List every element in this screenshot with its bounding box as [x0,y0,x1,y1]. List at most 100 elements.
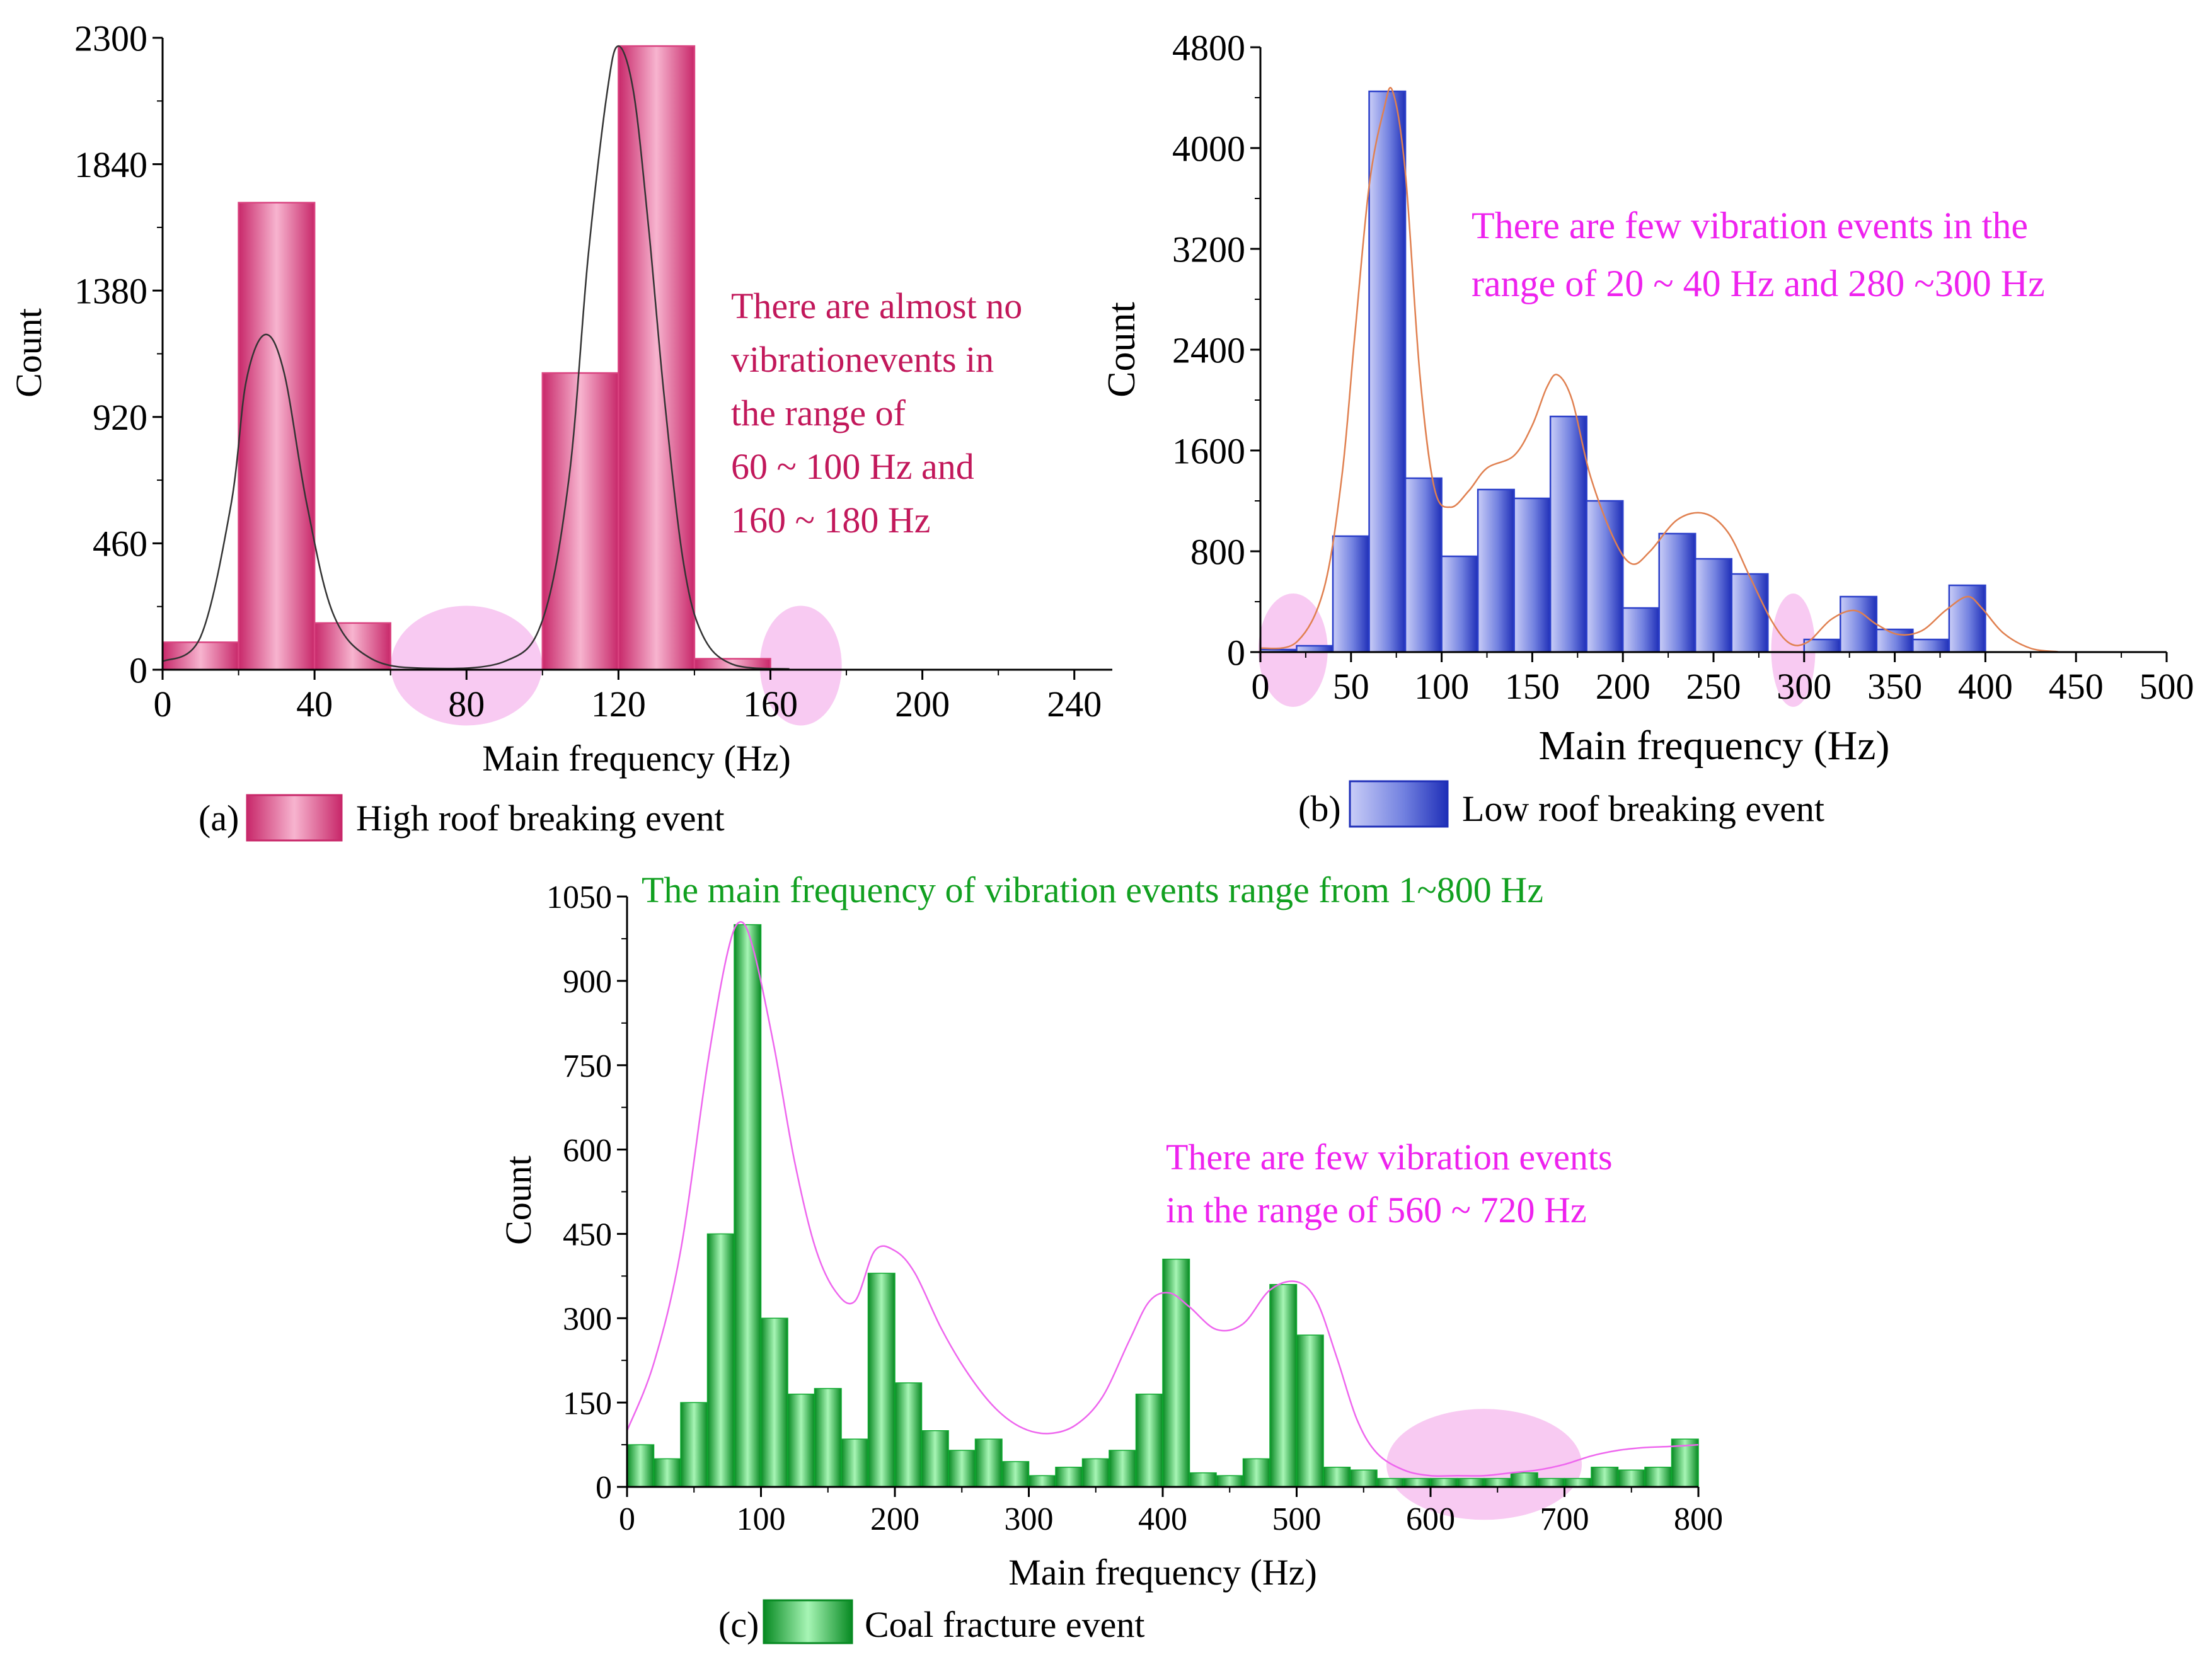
histogram-bar [680,1402,708,1488]
x-tick-label: 200 [895,684,950,725]
x-tick-label: 300 [1005,1501,1054,1537]
x-tick-label: 160 [743,684,798,725]
fit-curve [626,920,1699,1477]
x-axis-label: Main frequency (Hz) [1538,723,1889,769]
panel-label: (c) [718,1604,759,1645]
histogram-bar [653,1458,681,1488]
histogram-bar [706,1233,735,1488]
histogram-bar [1591,1467,1619,1488]
x-tick-label: 500 [2140,666,2194,707]
panel-a: 0 40 80 120 160 200 240 0 460 920 1380 1840 2300 Cou… [8,18,1112,842]
y-tick-label: 450 [563,1217,612,1253]
histogram-bar [1376,1477,1405,1488]
histogram-bar [787,1394,815,1488]
x-tick-label: 120 [591,684,646,725]
histogram-bar [1028,1475,1056,1488]
histogram-bar [1109,1450,1137,1488]
annotation-line-2: range of 20 ~ 40 Hz and 280 ~300 Hz [1472,263,2045,304]
x-tick-label: 0 [619,1501,635,1537]
annotation: There are almost no vibrationevents in t… [731,285,1022,541]
y-axis-label: Count [8,308,49,398]
histogram-bar [1349,1469,1378,1488]
histogram-bar [814,1388,842,1488]
y-tick-label: 800 [1190,531,1245,572]
y-tick-label: 920 [93,397,147,438]
legend-label: Coal fracture event [865,1604,1144,1645]
y-axis-label: Count [1100,302,1143,398]
x-tick-label: 50 [1333,666,1369,707]
x-tick-label: 0 [1252,666,1270,707]
x-tick-label: 0 [154,684,172,725]
y-tick-label: 1840 [74,144,147,185]
x-tick-label: 100 [1414,666,1469,707]
y-tick-label: 150 [563,1385,612,1421]
x-tick-label: 250 [1686,666,1741,707]
y-tick-label: 460 [93,524,147,565]
histogram-bar [1403,1477,1431,1488]
histogram-bar [1617,1469,1645,1488]
histogram-bar [1441,555,1479,653]
histogram-bar [1242,1458,1270,1488]
fit-curve [162,45,790,670]
x-tick-label: 200 [1596,666,1650,707]
histogram-bar [974,1438,1003,1488]
histogram-bar [1296,1334,1324,1488]
histogram-bar [1537,1477,1565,1488]
annotation: There are few vibration events in the ra… [1472,205,2045,304]
histogram-bar [760,1317,788,1488]
highlight-ellipse [1771,593,1816,707]
histogram-bar [541,372,619,671]
histogram-bar [1658,532,1696,653]
histogram-bar [626,1444,655,1488]
histogram-bar [1912,638,1950,653]
highlight-ellipse [1386,1409,1582,1520]
x-tick-label: 450 [2049,666,2104,707]
y-tick-label: 2400 [1172,330,1245,370]
histogram-bar [1671,1438,1699,1488]
x-tick-label: 200 [870,1501,919,1537]
histogram-bar [894,1382,923,1488]
chart-title: The main frequency of vibration events r… [642,869,1543,910]
y-tick-label: 0 [129,650,147,691]
y-tick-label: 600 [563,1133,612,1169]
x-tick-label: 350 [1867,666,1922,707]
panel-label: (b) [1298,788,1341,829]
histogram-bar [1948,584,1986,653]
x-tick-label: 80 [448,684,485,725]
histogram-bar [1055,1467,1083,1488]
histogram-bar [1644,1467,1673,1488]
histogram-bar [1513,497,1552,653]
x-axis-label: Main frequency (Hz) [482,738,791,779]
histogram-bar [1404,477,1443,653]
y-tick-label: 4800 [1172,27,1245,68]
histogram-bar [1323,1467,1351,1488]
annotation-line-1: There are few vibration events [1166,1137,1613,1178]
annotation-line-2: in the range of 560 ~ 720 Hz [1166,1190,1587,1230]
fit-curve [1260,86,2058,653]
histogram-bar [1135,1394,1163,1488]
histogram-bar [1731,573,1769,653]
x-tick-label: 100 [737,1501,786,1537]
histogram-bar [1216,1475,1244,1488]
x-tick-label: 700 [1540,1501,1589,1537]
annotation: There are few vibration events in the ra… [1166,1137,1613,1230]
histogram-bar [867,1273,896,1488]
histogram-bar [1081,1458,1110,1488]
panel-label: (a) [199,798,239,839]
histogram-bar [618,45,696,671]
histogram-bar [1622,607,1660,653]
panel-b: 0 50 100 150 200 250 300 350 400 450 500 0 800 1600 24… [1100,27,2194,829]
y-tick-label: 0 [596,1470,612,1506]
annotation-line-3: the range of [731,393,906,433]
y-tick-label: 1380 [74,271,147,312]
x-tick-label: 40 [296,684,333,725]
histogram-bar [1001,1461,1030,1488]
legend-swatch [246,794,343,842]
histogram-bar [1549,415,1587,653]
histogram-bar [1586,500,1624,653]
histogram-bar [1189,1472,1217,1488]
histogram-bar [238,202,316,671]
annotation-line-1: There are few vibration events in the [1472,205,2028,246]
y-tick-label: 750 [563,1048,612,1084]
